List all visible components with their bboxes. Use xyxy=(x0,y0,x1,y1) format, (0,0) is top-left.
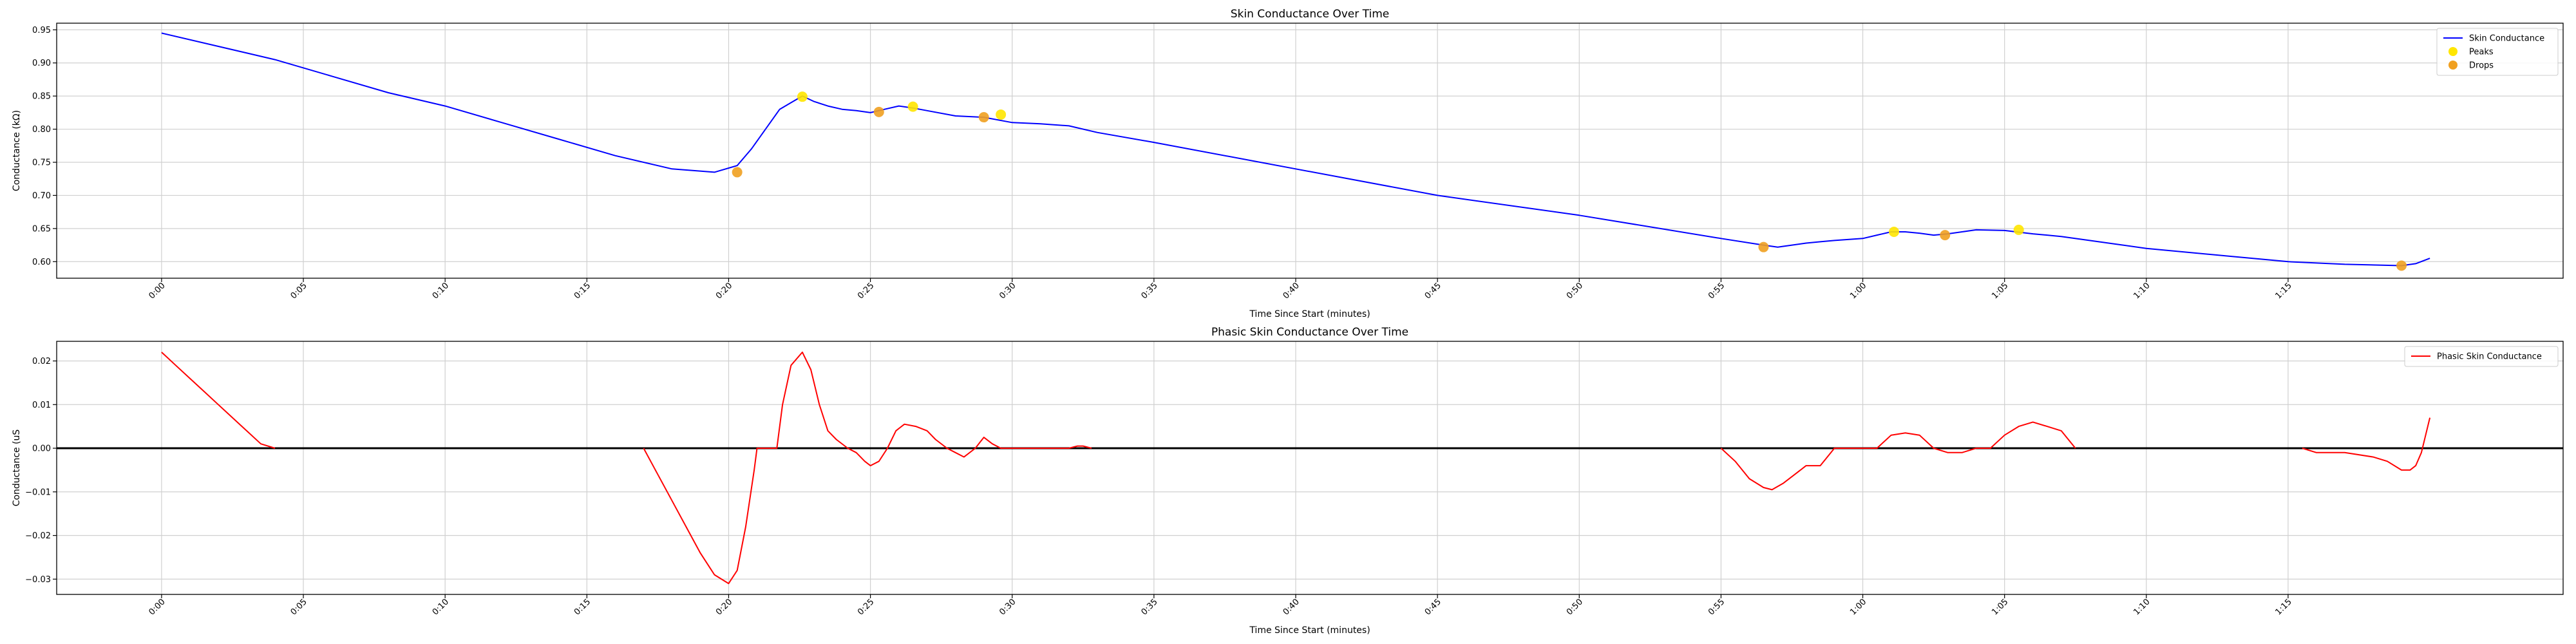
legend-label: Drops xyxy=(2469,61,2494,71)
drop-point-3 xyxy=(1758,242,1769,252)
peak-point-3 xyxy=(1888,227,1899,237)
y-axis-label: Conductance (kΩ) xyxy=(12,110,22,191)
x-tick-label: 1:05 xyxy=(1990,281,2010,301)
x-tick-label: 0:30 xyxy=(998,597,1018,617)
grid-lines xyxy=(57,23,2563,278)
legend-swatch-marker xyxy=(2448,61,2458,70)
drop-point-5 xyxy=(2396,260,2407,271)
chart-panel-0: Skin Conductance Over Time 0:00 0:05 0:10 0:… xyxy=(12,8,2564,319)
x-tick-label: 1:00 xyxy=(1848,597,1868,617)
y-tick-label: 0.65 xyxy=(32,224,51,234)
x-tick-label: 0:50 xyxy=(1565,597,1585,617)
x-tick-label: 1:15 xyxy=(2274,597,2294,617)
plot-frame xyxy=(56,341,2564,595)
peak-point-4 xyxy=(2013,224,2024,235)
y-tick-label: 0.01 xyxy=(32,401,51,410)
x-tick-label: 0:55 xyxy=(1707,281,1727,301)
x-tick-label: 1:10 xyxy=(2132,281,2152,301)
y-tick-label: −0.01 xyxy=(25,488,51,497)
y-tick-label: −0.03 xyxy=(25,575,51,585)
x-tick-label: 0:05 xyxy=(289,597,309,617)
y-tick-label: 0.95 xyxy=(32,26,51,35)
legend-swatch-marker xyxy=(2448,47,2458,56)
legend: Phasic Skin Conductance xyxy=(2404,346,2559,367)
drop-point-0 xyxy=(732,167,743,178)
x-tick-label: 1:00 xyxy=(1848,281,1868,301)
series-line-0-segment-3 xyxy=(2302,417,2431,471)
x-tick-label: 0:20 xyxy=(714,597,734,617)
legend-label: Phasic Skin Conductance xyxy=(2437,352,2542,362)
drop-point-1 xyxy=(873,106,884,117)
x-tick-label: 0:45 xyxy=(1423,281,1443,301)
x-tick-label: 0:30 xyxy=(998,281,1018,301)
x-tick-label: 0:00 xyxy=(147,281,167,301)
y-tick-label: 0.75 xyxy=(32,158,51,168)
plot-frame xyxy=(56,23,2564,279)
y-tick-label: −0.02 xyxy=(25,531,51,541)
y-axis-label: Conductance (uS xyxy=(12,430,22,507)
x-tick-label: 0:55 xyxy=(1707,597,1727,617)
chart-panel-1: Phasic Skin Conductance Over Time 0:00 0:0… xyxy=(12,326,2564,636)
legend-label: Skin Conductance xyxy=(2469,34,2544,44)
y-tick-label: 0.02 xyxy=(32,357,51,366)
drop-point-4 xyxy=(1940,230,1951,241)
legend-label: Peaks xyxy=(2469,48,2494,57)
x-tick-label: 1:10 xyxy=(2132,597,2152,617)
x-tick-label: 0:10 xyxy=(431,597,451,617)
x-tick-label: 1:15 xyxy=(2274,281,2294,301)
x-axis-label: Time Since Start (minutes) xyxy=(1249,625,1370,636)
series-line-0-segment-0 xyxy=(161,32,2430,267)
peak-point-1 xyxy=(907,101,918,112)
x-tick-label: 0:10 xyxy=(431,281,451,301)
x-tick-label: 0:05 xyxy=(289,281,309,301)
y-tick-label: 0.00 xyxy=(32,444,51,454)
x-tick-label: 0:15 xyxy=(573,281,592,301)
grid-lines xyxy=(57,341,2563,594)
x-tick-label: 0:25 xyxy=(856,281,876,301)
x-tick-label: 1:05 xyxy=(1990,597,2010,617)
y-tick-label: 0.60 xyxy=(32,258,51,267)
x-tick-label: 0:35 xyxy=(1139,597,1159,617)
drop-point-2 xyxy=(978,112,989,123)
legend-box xyxy=(2404,346,2559,367)
y-tick-label: 0.70 xyxy=(32,191,51,201)
series-line-0-segment-0 xyxy=(161,352,276,449)
y-tick-label: 0.90 xyxy=(32,59,51,68)
x-tick-label: 0:00 xyxy=(147,597,167,617)
x-tick-label: 0:45 xyxy=(1423,597,1443,617)
chart-title: Skin Conductance Over Time xyxy=(1231,8,1389,21)
x-tick-label: 0:50 xyxy=(1565,281,1585,301)
x-axis-label: Time Since Start (minutes) xyxy=(1249,309,1370,319)
y-tick-label: 0.80 xyxy=(32,125,51,135)
x-tick-label: 0:15 xyxy=(573,597,592,617)
x-tick-label: 0:40 xyxy=(1282,281,1302,301)
series-line-0-segment-1 xyxy=(643,351,1092,585)
x-tick-label: 0:25 xyxy=(856,597,876,617)
chart-title: Phasic Skin Conductance Over Time xyxy=(1211,326,1408,339)
peak-point-2 xyxy=(996,109,1007,120)
x-tick-label: 0:35 xyxy=(1139,281,1159,301)
legend-box xyxy=(2436,28,2559,76)
peak-point-0 xyxy=(797,91,808,102)
legend: Skin Conductance Peaks Drops xyxy=(2436,28,2559,76)
series-line-0-segment-2 xyxy=(1720,421,2076,491)
y-tick-label: 0.85 xyxy=(32,92,51,102)
x-tick-label: 0:20 xyxy=(714,281,734,301)
x-tick-label: 0:40 xyxy=(1282,597,1302,617)
